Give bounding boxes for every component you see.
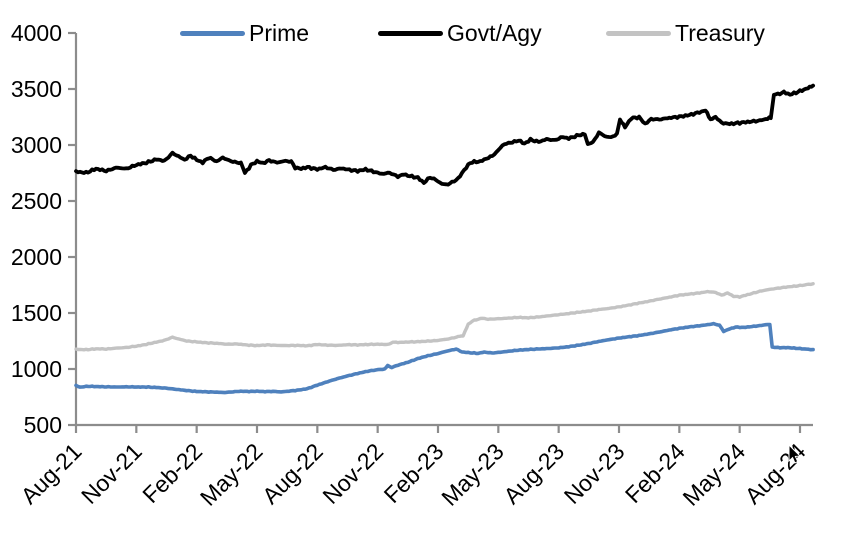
- series-line-prime: [74, 321, 815, 395]
- legend-label-prime: Prime: [249, 20, 310, 46]
- x-axis-tick-label: Feb-23: [379, 438, 449, 508]
- legend: Prime Govt/Agy Treasury: [0, 20, 852, 47]
- y-axis-tick-label: 3500: [11, 76, 62, 102]
- x-axis-tick-label: Nov-21: [76, 438, 147, 509]
- x-axis-tick-label: Feb-22: [137, 438, 207, 508]
- series-line-treasury: [74, 282, 815, 352]
- mouse-cursor-icon: [788, 443, 802, 464]
- x-axis-tick-label: May-24: [678, 438, 751, 511]
- y-axis-tick-label: 1000: [11, 356, 62, 382]
- x-axis-tick-label: Aug-24: [740, 438, 811, 509]
- y-axis-tick-label: 1500: [11, 300, 62, 326]
- x-axis-tick-label: Nov-22: [317, 438, 388, 509]
- x-axis-tick-label: Aug-23: [498, 438, 569, 509]
- x-axis-tick-label: Feb-24: [620, 438, 690, 508]
- x-axis-tick-label: May-22: [195, 438, 268, 511]
- legend-label-govt-agy: Govt/Agy: [447, 20, 542, 46]
- legend-item-prime: Prime: [180, 20, 309, 47]
- series-line-govt-agy: [74, 83, 815, 187]
- govt-agy-line-swatch: [378, 31, 443, 36]
- x-axis-tick-label: Aug-22: [257, 438, 328, 509]
- y-axis-tick-label: 500: [24, 412, 62, 438]
- x-axis-tick-label: Nov-23: [559, 438, 630, 509]
- treasury-line-swatch: [606, 31, 671, 36]
- y-axis-tick-label: 2000: [11, 244, 62, 270]
- legend-label-treasury: Treasury: [675, 20, 765, 46]
- y-axis-tick-label: 4000: [11, 20, 62, 46]
- prime-line-swatch: [180, 31, 245, 36]
- legend-item-govt-agy: Govt/Agy: [378, 20, 542, 47]
- x-axis-tick-label: May-23: [436, 438, 509, 511]
- legend-item-treasury: Treasury: [606, 20, 765, 47]
- y-axis-tick-label: 3000: [11, 132, 62, 158]
- x-axis-tick-label: Aug-21: [16, 438, 87, 509]
- y-axis-tick-label: 2500: [11, 188, 62, 214]
